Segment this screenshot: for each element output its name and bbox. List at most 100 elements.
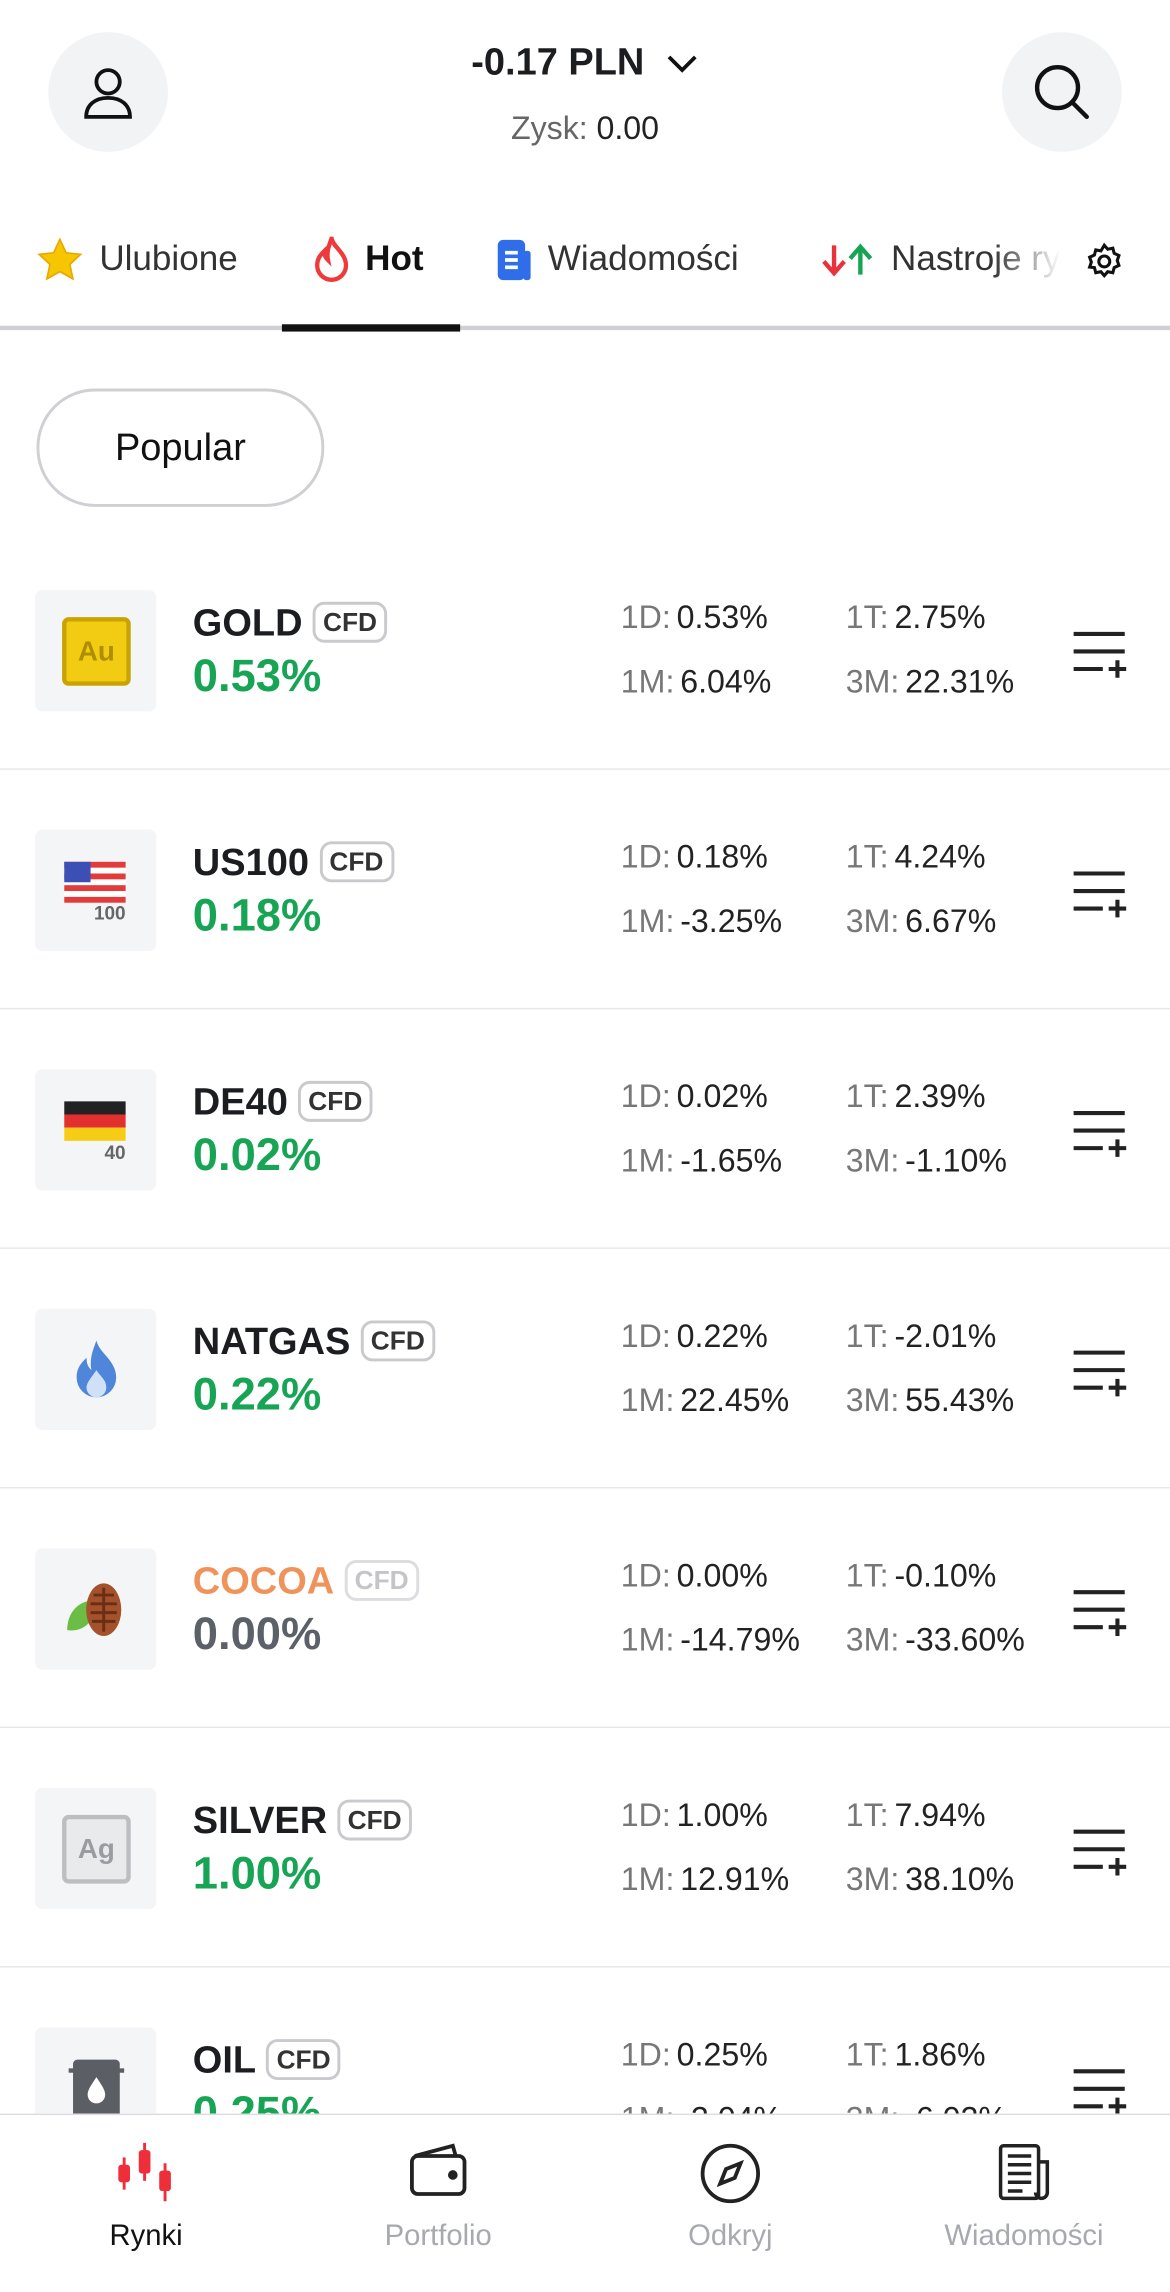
profit: Zysk: 0.00 [0,105,1170,152]
name-text: SILVER [192,1798,328,1842]
stat-label: 1T: [845,1077,889,1115]
profile-button[interactable] [48,32,168,152]
stat: 3M: -6.02% [846,2098,1007,2113]
icon-text: 100 [93,903,125,924]
menu [1071,630,1129,690]
icon-text: Ag [77,1832,114,1863]
nav-item[interactable]: Wiadomości [878,2115,1170,2292]
filter-chip[interactable]: Popular [36,388,325,507]
name-text: GOLD [192,600,303,645]
instrument-row[interactable]: Au GOLD CFD 0.53% 1D: 0.53% 1T: 2.75% 1M: 6.04% 3M… [0,530,1170,770]
menu [1071,1348,1129,1408]
stat: 1M: 22.45% [621,1379,789,1423]
stat: 1D: 1.00% [621,1794,768,1838]
tab[interactable]: Nastroje ry [821,234,1084,287]
stat: 1M: -3.25% [621,900,782,944]
change: 0.18% [192,889,322,941]
stat-value: -6.02% [905,2100,1007,2113]
instrument-row[interactable]: 100 US100 CFD 0.18% 1D: 0.18% 1T: 4.24% 1M: -3.25… [0,770,1170,1010]
menu [1071,1109,1129,1169]
stat-label: 3M: [846,2100,900,2113]
instrument-icon [35,1548,157,1670]
stat-value: 0.53% [676,598,768,636]
watchlist-add[interactable] [1071,630,1129,683]
badge: CFD [298,1080,373,1122]
watchlist-add[interactable] [1071,869,1129,922]
nav-item[interactable]: Odkryj [584,2115,876,2292]
name-text: OIL [192,2037,257,2082]
watchlist-add[interactable] [1071,2067,1129,2114]
nav-item[interactable]: Portfolio [292,2115,584,2292]
balance[interactable]: -0.17 PLN [0,35,1170,88]
instrument-row[interactable]: OILCFD0.25%1D:0.25%1T:1.86%1M:-2.04%3M:-… [0,1968,1170,2114]
silver-icon: Ag [61,1814,131,1883]
badge: CFD [344,1560,419,1601]
name-text: US100 [192,839,309,884]
instrument-icon: Au [35,590,157,712]
stat-label: 1D: [620,1796,671,1834]
name-text: NATGAS [192,1319,351,1363]
stat-value: -14.79% [680,1621,800,1658]
stat-value: 55.43% [905,1381,1015,1419]
nav-label: Rynki [109,2220,183,2253]
stat: 1T: -0.10% [846,1554,997,1598]
stat: 1M: 6.04% [621,660,772,704]
stat-value: 22.31% [905,663,1015,700]
instrument-row[interactable]: COCOA CFD 0.00% 1D: 0.00% 1T: -0.10% 1M: -14.79%… [0,1488,1170,1729]
tab[interactable]: Wiadomości [495,234,739,287]
tab[interactable]: Hot [313,234,424,287]
watchlist-add[interactable] [1071,1109,1129,1162]
stat-label: 3M: [845,1142,900,1179]
watchlist-add[interactable] [1071,1588,1129,1641]
instrument-row[interactable]: Ag SILVER CFD 1.00% 1D: 1.00% 1T: 7.94% 1M: 12.91… [0,1728,1170,1968]
stat: 1T: 2.39% [846,1075,986,1119]
stat-label: 1M: [620,1381,675,1419]
stat-value: 6.04% [680,663,772,700]
menu [1071,2067,1129,2114]
stat-label: 3M: [845,902,900,940]
badge: CFD [360,1320,436,1362]
instrument-name: GOLD CFD [192,596,388,649]
stat-value: 6.67% [905,902,997,940]
stat-value: 0.25% [676,2036,768,2073]
stat: 1T: 7.94% [846,1794,986,1838]
stat-value: -0.10% [894,1557,997,1594]
settings-button[interactable] [1084,241,1125,289]
stat-label: 1T: [845,1557,889,1594]
stat-value: 4.24% [894,838,986,875]
tab-bar-line [0,325,1170,331]
stat: 1T: 4.24% [846,836,986,880]
search-button[interactable] [1002,32,1122,152]
watchlist-add[interactable] [1071,1827,1129,1880]
stat: 1T: 1.86% [846,2033,986,2077]
tab[interactable]: Ulubione [35,234,238,287]
nav-item[interactable]: Rynki [0,2115,292,2292]
stat-label: 1D: [620,1077,671,1115]
instrument-row[interactable]: NATGAS CFD 0.22% 1D: 0.22% 1T: -2.01% 1M: 22.45%… [0,1249,1170,1489]
watchlist-add[interactable] [1071,1348,1129,1401]
badge: CFD [319,841,394,883]
tab-label: Nastroje ry [891,239,1061,279]
instrument-row[interactable]: 40 DE40 CFD 0.02% 1D: 0.02% 1T: 2.39% 1M: -1.65% 3… [0,1009,1170,1249]
stat: 1M: -1.65% [621,1139,782,1183]
stat-label: 1T: [845,838,889,875]
balance-value: -0.17 PLN [471,39,645,84]
cocoa-icon [66,1582,121,1636]
stat-label: 1M: [620,1860,675,1898]
change: 0.25% [192,2087,322,2114]
instrument-name: DE40 CFD [193,1075,373,1128]
change: 0.22% [192,1368,322,1420]
name-text: COCOA [192,1558,335,1603]
badge: CFD [337,1799,412,1841]
badge: CFD [312,601,388,643]
instrument-icon: 40 [35,1069,157,1191]
icon-text: 40 [104,1142,125,1163]
stat-label: 1D: [620,838,671,875]
stat-value: 0.02% [676,1077,768,1115]
stat-value: -3.25% [680,902,783,940]
stat-label: 1D: [620,1557,671,1594]
stat-label: 1M: [620,902,675,940]
instrument-name: SILVER CFD [193,1794,412,1847]
stat-label: 3M: [845,663,900,700]
